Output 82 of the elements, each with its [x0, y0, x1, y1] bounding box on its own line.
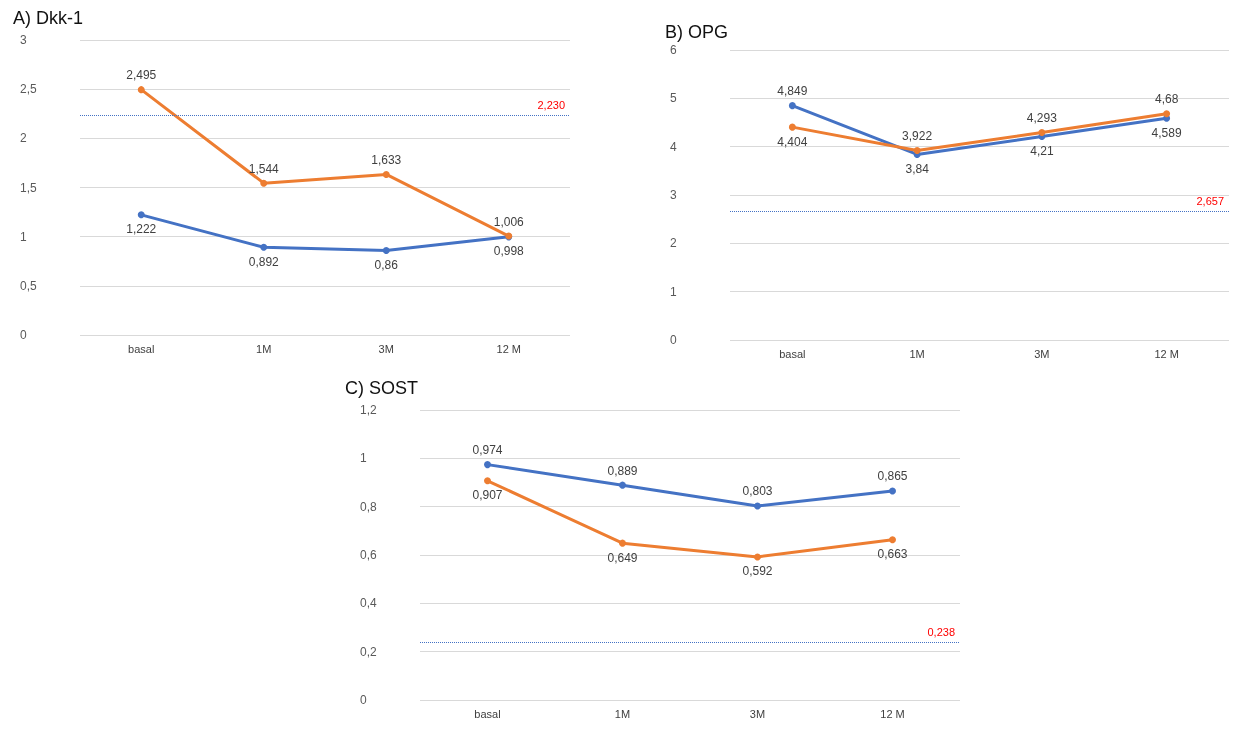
- x-tick-label: 1M: [614, 707, 631, 720]
- data-label: 4,849: [777, 84, 808, 99]
- data-label: 0,649: [607, 550, 638, 565]
- data-label: 0,865: [877, 469, 908, 484]
- data-label: 0,803: [742, 484, 773, 499]
- data-label: 4,589: [1151, 125, 1182, 140]
- point: [382, 246, 390, 254]
- y-tick-label: 5: [670, 91, 677, 106]
- y-tick-label: 1: [670, 284, 677, 299]
- x-tick-label: 1M: [256, 342, 272, 355]
- x-tick-label: 3M: [749, 707, 766, 720]
- y-tick-label: 1: [360, 451, 367, 466]
- point: [889, 536, 896, 544]
- y-tick-label: 0,2: [360, 644, 378, 659]
- data-label: 4,68: [1154, 92, 1179, 107]
- point: [619, 539, 626, 547]
- point: [788, 123, 796, 131]
- point: [260, 179, 268, 187]
- point: [260, 243, 268, 251]
- data-label: 1,006: [493, 214, 525, 229]
- data-label: 0,889: [607, 463, 638, 478]
- x-tick-label: 12 M: [496, 342, 521, 355]
- y-tick-label: 4: [670, 139, 677, 154]
- y-tick-label: 1,5: [20, 180, 38, 195]
- y-tick-label: 6: [670, 43, 677, 57]
- point: [484, 461, 491, 469]
- y-tick-label: 0,6: [360, 548, 378, 562]
- point: [754, 553, 761, 561]
- data-label: 1,633: [371, 152, 402, 167]
- point: [1038, 129, 1046, 136]
- x-tick-label: 3M: [1034, 347, 1050, 360]
- data-label: 0,907: [472, 488, 503, 503]
- data-label: 0,974: [472, 443, 503, 458]
- point: [137, 86, 145, 94]
- data-label: 4,293: [1026, 111, 1058, 125]
- x-tick-label: 12 M: [1154, 347, 1179, 360]
- point: [889, 487, 896, 495]
- data-label: 3,84: [905, 161, 930, 176]
- data-label: 0,998: [493, 244, 525, 259]
- point: [913, 146, 921, 154]
- data-label: 3,922: [902, 128, 933, 143]
- y-tick-label: 0,8: [360, 499, 378, 514]
- point: [484, 477, 491, 485]
- x-tick-label: 3M: [378, 342, 394, 355]
- data-label: 0,892: [248, 254, 280, 269]
- ref-line-label: 0,238: [927, 625, 955, 638]
- y-tick-label: 2: [670, 236, 677, 251]
- data-label: 1,222: [126, 222, 157, 237]
- point: [754, 502, 761, 510]
- y-tick-label: 0: [360, 693, 367, 707]
- data-label: 4,21: [1030, 144, 1054, 159]
- y-tick-label: 0,4: [360, 596, 378, 611]
- point: [788, 102, 796, 110]
- y-tick-label: 1,2: [360, 403, 378, 417]
- point: [382, 170, 390, 178]
- y-tick-label: 3: [670, 188, 677, 202]
- point: [1163, 110, 1171, 118]
- chart-title: B) OPG: [665, 22, 729, 42]
- y-tick-label: 0,5: [20, 278, 38, 293]
- x-tick-label: 1M: [909, 347, 925, 360]
- y-tick-label: 2,5: [20, 82, 38, 97]
- y-tick-label: 0: [20, 328, 27, 342]
- x-tick-label: basal: [779, 347, 806, 360]
- point: [137, 211, 145, 219]
- data-label: 0,592: [742, 564, 773, 579]
- x-tick-label: basal: [128, 342, 155, 355]
- data-label: 4,404: [777, 134, 808, 149]
- data-label: 0,663: [877, 547, 908, 562]
- point: [619, 481, 626, 489]
- y-tick-label: 2: [20, 131, 27, 146]
- ref-line-label: 2,230: [537, 99, 565, 112]
- chart-title: C) SOST: [345, 378, 419, 398]
- data-label: 2,495: [126, 68, 157, 83]
- y-tick-label: 3: [20, 33, 27, 47]
- data-label: 0,86: [374, 257, 399, 272]
- chart-title: A) Dkk-1: [13, 8, 84, 28]
- y-tick-label: 0: [670, 333, 677, 347]
- y-tick-label: 1: [20, 229, 27, 244]
- data-label: 1,544: [248, 161, 280, 176]
- x-tick-label: 12 M: [880, 707, 905, 720]
- ref-line-label: 2,657: [1196, 194, 1224, 207]
- x-tick-label: basal: [474, 707, 501, 720]
